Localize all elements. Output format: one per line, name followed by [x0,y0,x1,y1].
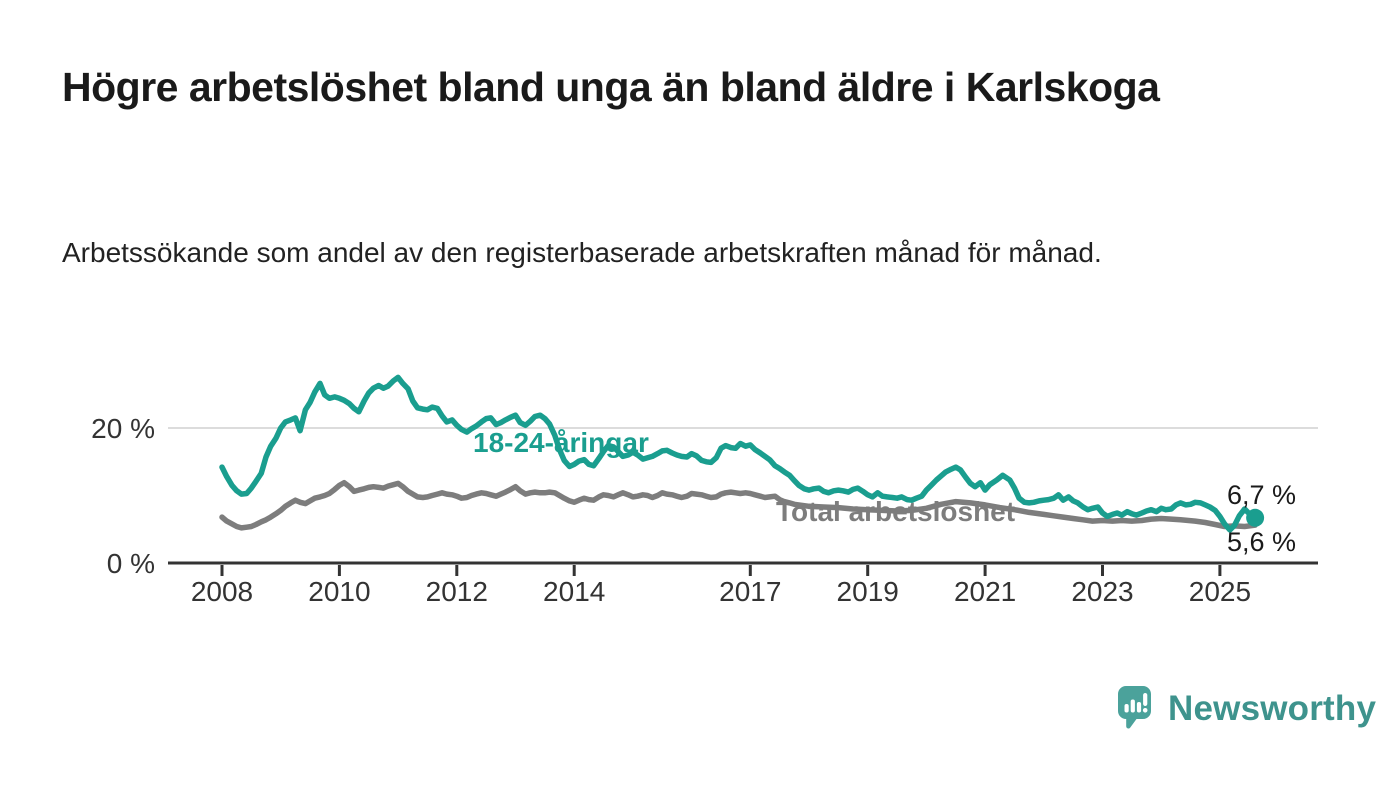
y-tick-label-20: 20 % [91,413,155,444]
newsworthy-speech-bubble-bar-chart-icon [1118,686,1151,729]
page-subtitle: Arbetssökande som andel av den registerb… [62,237,1102,268]
bar-2 [1130,699,1135,713]
exclamation-bar [1143,693,1148,706]
x-tick-label-2023: 2023 [1071,576,1133,607]
x-tick-label-2012: 2012 [426,576,488,607]
total-end-value: 5,6 % [1227,527,1296,557]
x-tick-label-2014: 2014 [543,576,605,607]
bar-1 [1124,704,1129,713]
x-tick-label-2010: 2010 [308,576,370,607]
total-series-line [219,479,1258,531]
brand-name: Newsworthy [1168,689,1377,728]
newsworthy-logo: Newsworthy [1114,682,1376,736]
page-title: Högre arbetslöshet bland unga än bland ä… [62,64,1160,110]
youth-series-line [219,374,1258,533]
total-series-label: Total arbetslöshet [776,496,1015,527]
youth-end-dot [1246,508,1265,527]
youth-end-value: 6,7 % [1227,480,1296,510]
youth-series-label: 18-24-åringar [473,427,649,458]
x-tick-label-2017: 2017 [719,576,781,607]
bar-3 [1136,702,1142,713]
x-tick-label-2021: 2021 [954,576,1016,607]
x-tick-label-2025: 2025 [1189,576,1251,607]
x-tick-label-2008: 2008 [191,576,253,607]
y-tick-label-0: 0 % [107,548,155,579]
x-tick-label-2019: 2019 [837,576,899,607]
exclamation-dot [1142,708,1148,713]
